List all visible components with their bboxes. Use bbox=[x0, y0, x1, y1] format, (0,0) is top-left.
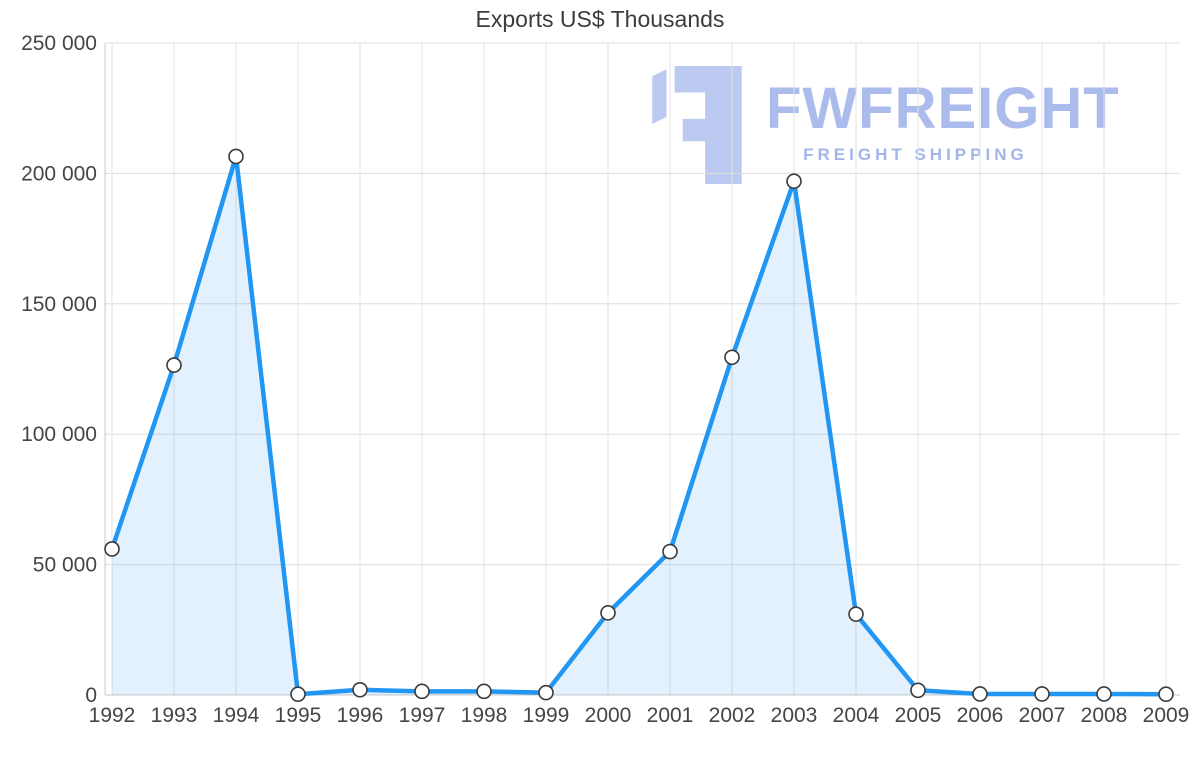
x-tick-label: 2009 bbox=[1143, 704, 1190, 727]
x-tick-label: 1992 bbox=[89, 704, 136, 727]
data-point-marker bbox=[1158, 686, 1174, 703]
x-tick-label: 2006 bbox=[957, 704, 1004, 727]
x-tick-label: 2004 bbox=[833, 704, 880, 727]
data-line bbox=[109, 154, 1169, 697]
y-tick-label: 250 000 bbox=[21, 32, 97, 55]
data-point-marker bbox=[910, 682, 926, 699]
x-tick-label: 2005 bbox=[895, 704, 942, 727]
y-tick-label: 0 bbox=[85, 684, 97, 707]
x-tick-label: 1999 bbox=[523, 704, 570, 727]
x-tick-label: 1998 bbox=[461, 704, 508, 727]
data-point-marker bbox=[538, 684, 554, 701]
x-tick-label: 1994 bbox=[213, 704, 260, 727]
y-tick-label: 150 000 bbox=[21, 293, 97, 316]
y-tick-label: 100 000 bbox=[21, 423, 97, 446]
data-point-marker bbox=[414, 683, 430, 700]
data-point-marker bbox=[724, 349, 740, 366]
x-tick-label: 2001 bbox=[647, 704, 694, 727]
area-fill bbox=[112, 156, 1166, 695]
x-tick-label: 2000 bbox=[585, 704, 632, 727]
x-tick-label: 2007 bbox=[1019, 704, 1066, 727]
x-tick-label: 1995 bbox=[275, 704, 322, 727]
x-tick-label: 1996 bbox=[337, 704, 384, 727]
data-point-marker bbox=[290, 686, 306, 703]
y-tick-label: 200 000 bbox=[21, 162, 97, 185]
data-point-marker bbox=[1034, 686, 1050, 702]
data-point-marker bbox=[600, 605, 616, 621]
data-point-marker bbox=[104, 541, 120, 557]
data-point-marker bbox=[786, 173, 802, 190]
data-point-marker bbox=[476, 683, 492, 700]
chart-title: Exports US$ Thousands bbox=[475, 6, 725, 32]
x-tick-label: 2002 bbox=[709, 704, 756, 727]
x-tick-label: 2003 bbox=[771, 704, 818, 727]
data-point-marker bbox=[352, 681, 368, 698]
data-point-marker bbox=[228, 148, 244, 165]
data-point-marker bbox=[972, 686, 988, 702]
data-point-marker bbox=[1096, 686, 1112, 702]
x-tick-label: 2008 bbox=[1081, 704, 1128, 727]
x-tick-label: 1993 bbox=[151, 704, 198, 727]
data-point-marker bbox=[166, 357, 182, 373]
data-point-marker bbox=[848, 606, 864, 622]
x-tick-label: 1997 bbox=[399, 704, 446, 727]
y-tick-label: 50 000 bbox=[33, 554, 97, 577]
data-point-marker bbox=[662, 543, 678, 560]
